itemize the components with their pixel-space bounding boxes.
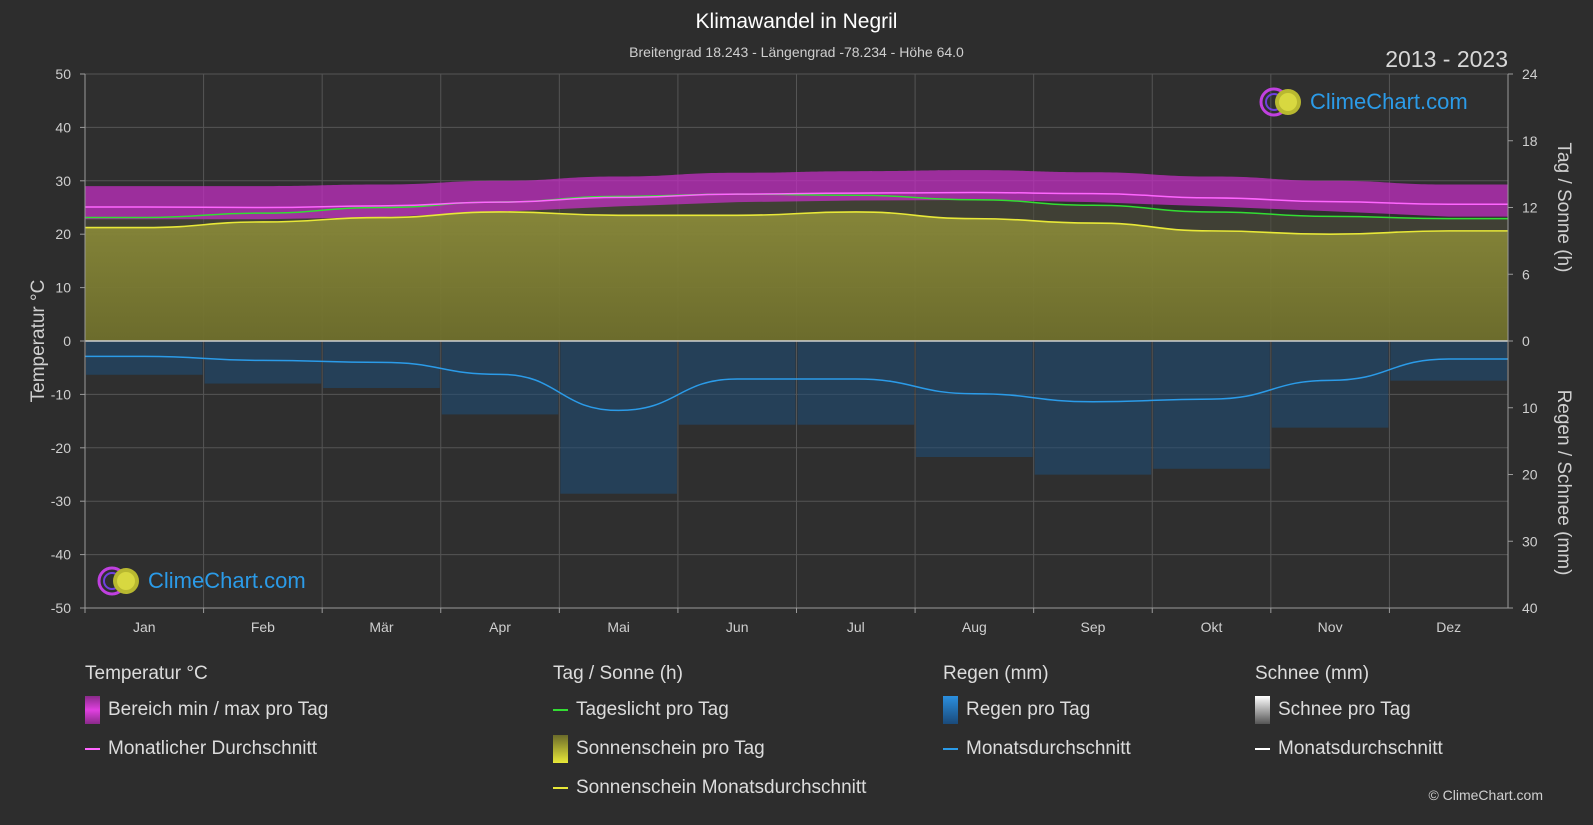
rain-bar [797,341,915,425]
rain-bar [441,341,559,415]
legend-label: Bereich min / max pro Tag [108,699,329,720]
legend-title: Tag / Sonne (h) [553,663,683,684]
logo-bottom[interactable]: ClimeChart.com [96,565,306,597]
axes: 50 40 30 20 10 0 -10 -20 -30 -40 -50 24 18 12 6 0 10 20 30… [28,66,1574,635]
y-right-axis-title: Regen / Schnee (mm) [1553,390,1574,576]
sunshine-area [85,211,1508,341]
y-tick-label: 10 [55,280,71,296]
y-right-tick-label: 6 [1522,266,1530,282]
daylight-band [85,194,1508,235]
y-right-tick-label: 0 [1522,333,1530,349]
legend-temperature: Temperatur °C Bereich min / max pro Tag … [85,663,328,775]
rain-bar [916,341,1033,458]
legend-title: Temperatur °C [85,663,208,684]
y-tick-label: 0 [63,333,71,349]
x-tick-label: Jun [726,619,749,635]
legend-label: Sonnenschein Monatsdurchschnitt [576,777,867,798]
legend-item: Monatlicher Durchschnitt [85,736,328,762]
temp-avg-line [85,191,1508,209]
y-tick-label: -50 [51,600,71,616]
legend-swatch [1255,696,1270,724]
y-right-tick-label: 20 [1522,467,1538,483]
rain-bar [204,341,322,384]
legend-label: Sonnenschein pro Tag [576,738,765,759]
legend-swatch [943,748,958,750]
chart-subtitle: Breitengrad 18.243 - Längengrad -78.234 … [629,44,964,60]
legend-swatch [85,696,100,724]
x-tick-label: Mai [607,619,630,635]
rain-bar [1153,341,1270,469]
legend-rain: Regen (mm) Regen pro Tag Monatsdurchschn… [943,663,1131,775]
y-right-tick-label: 18 [1522,133,1538,149]
legend-swatch [85,748,100,750]
x-tick-label: Nov [1318,619,1343,635]
legend-swatch [553,787,568,789]
legend-label: Monatsdurchschnitt [1278,738,1443,759]
x-tick-label: Apr [489,619,511,635]
legend-title: Regen (mm) [943,663,1049,684]
y-right-tick-label: 24 [1522,66,1538,82]
legend-item: Regen pro Tag [943,696,1131,724]
x-tick-label: Aug [962,619,987,635]
legend-item: Tageslicht pro Tag [553,697,866,723]
period-label: 2013 - 2023 [1385,46,1508,72]
daylight-line [85,193,1508,220]
legend-swatch [553,735,568,763]
logo-text: ClimeChart.com [148,568,306,593]
legend-snow: Schnee (mm) Schnee pro Tag Monatsdurchsc… [1255,663,1443,775]
legend-label: Monatsdurchschnitt [966,738,1131,759]
legend-item: Schnee pro Tag [1255,696,1443,724]
climechart-logo-icon [1258,86,1306,118]
y-right-tick-label: 30 [1522,533,1538,549]
rain-bar [678,341,796,425]
x-tick-label: Mär [369,619,393,635]
rain-bar [560,341,677,494]
y-tick-label: 50 [55,66,71,82]
y-tick-label: 30 [55,173,71,189]
data-layer [84,170,1508,494]
climechart-logo-icon [96,565,144,597]
y-tick-label: 20 [55,226,71,242]
y-tick-label: 40 [55,119,71,135]
copyright: © ClimeChart.com [1428,787,1543,803]
rain-bar [1034,341,1152,475]
legend-label: Monatlicher Durchschnitt [108,738,318,759]
chart-title: Klimawandel in Negril [695,10,898,33]
legend-item: Sonnenschein pro Tag [553,735,866,763]
x-tick-label: Jul [847,619,865,635]
legend-label: Tageslicht pro Tag [576,699,729,720]
legend-item: Sonnenschein Monatsdurchschnitt [553,775,866,801]
legend-swatch [943,696,958,724]
y-right-tick-label: 12 [1522,200,1538,216]
rain-bar [1390,341,1507,381]
y-axis-title: Temperatur °C [28,280,49,403]
x-tick-label: Dez [1436,619,1461,635]
rain-avg-line [85,355,1508,412]
legend-title: Schnee (mm) [1255,663,1370,684]
legend-item: Monatsdurchschnitt [943,736,1131,762]
y-right-tick-label: 10 [1522,400,1538,416]
y-tick-label: -20 [51,440,71,456]
logo-top[interactable]: ClimeChart.com [1258,86,1468,118]
legend-sun: Tag / Sonne (h) Tageslicht pro Tag Sonne… [553,663,866,814]
logo-text: ClimeChart.com [1310,89,1468,114]
y-right-tick-label: 40 [1522,600,1538,616]
y-tick-label: -40 [51,547,71,563]
legend-item: Bereich min / max pro Tag [85,696,329,724]
x-tick-label: Okt [1201,619,1223,635]
x-tick-label: Jan [133,619,156,635]
legend-item: Monatsdurchschnitt [1255,736,1443,762]
legend-label: Regen pro Tag [966,699,1091,720]
x-tick-label: Feb [251,619,275,635]
y-tick-label: -30 [51,493,71,509]
legend-swatch [1255,748,1270,750]
y-right-axis-title: Tag / Sonne (h) [1553,143,1574,273]
y-tick-label: -10 [51,386,71,402]
legend-label: Schnee pro Tag [1278,699,1411,720]
sunshine-line [85,211,1508,236]
legend-swatch [553,709,568,711]
x-tick-label: Sep [1080,619,1105,635]
